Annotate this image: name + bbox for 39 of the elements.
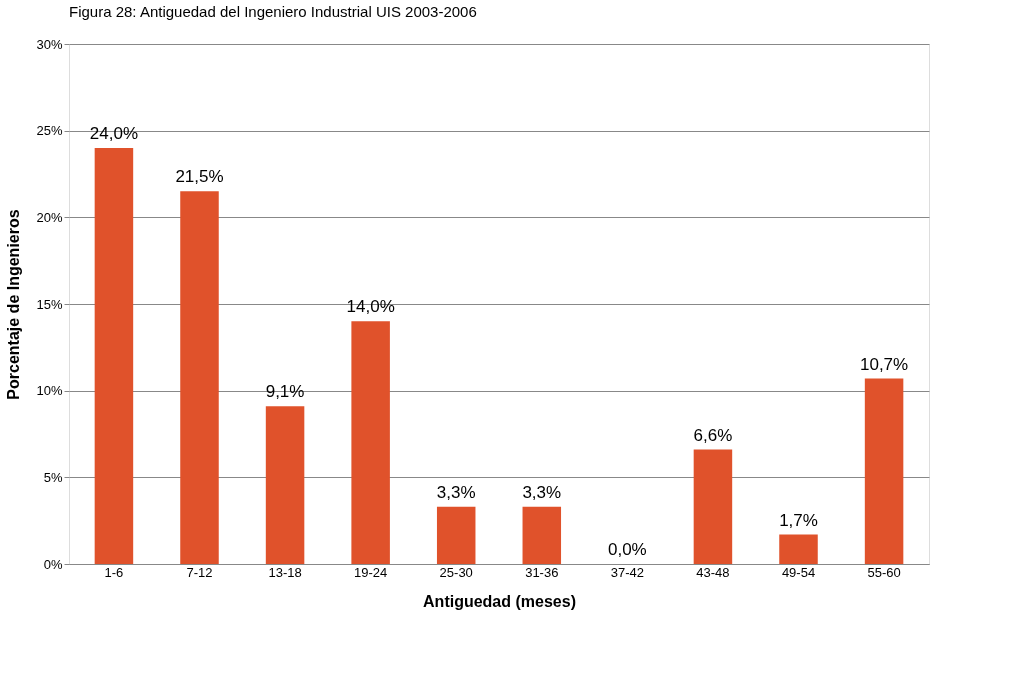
bar <box>436 506 476 564</box>
data-label: 24,0% <box>89 124 139 143</box>
x-tick-label: 7-12 <box>186 564 213 580</box>
bar <box>351 321 390 564</box>
y-tick-label: 15% <box>36 296 63 312</box>
x-tick-label: 43-48 <box>696 564 730 580</box>
bar <box>180 191 219 564</box>
y-tick-label: 0% <box>43 556 63 572</box>
bar <box>693 449 733 564</box>
data-label: 21,5% <box>175 167 224 187</box>
bar <box>522 506 562 564</box>
y-tick-label: 25% <box>36 123 63 139</box>
y-axis-title: Porcentaje de Ingenieros <box>5 209 23 400</box>
y-tick-label: 5% <box>43 469 63 485</box>
x-tick-label: 31-36 <box>525 564 559 580</box>
data-label: 1,7% <box>779 510 818 530</box>
data-label: 3,3% <box>436 482 476 502</box>
bar <box>864 378 904 564</box>
chart-title: Figura 28: Antiguedad del Ingeniero Industrial UIS 2003-2006 <box>69 3 477 20</box>
data-label: 10,7% <box>859 354 909 374</box>
data-label: 6,6% <box>693 425 733 445</box>
bar <box>265 406 305 564</box>
data-label: 0,0% <box>607 540 647 559</box>
x-tick-label: 19-24 <box>354 564 388 580</box>
x-tick-label: 1-6 <box>104 564 124 580</box>
x-axis-title: Antiguedad (meses) <box>423 592 576 610</box>
x-tick-label: 49-54 <box>781 564 816 580</box>
data-label: 9,1% <box>265 382 305 402</box>
x-tick-label: 13-18 <box>268 564 302 580</box>
bar <box>94 148 134 564</box>
data-label: 3,3% <box>522 482 562 502</box>
x-tick-label: 25-30 <box>439 564 473 580</box>
x-tick-label: 55-60 <box>867 564 901 580</box>
y-tick-label: 10% <box>36 383 63 399</box>
y-tick-label: 20% <box>36 209 63 225</box>
x-tick-label: 37-42 <box>610 564 644 580</box>
y-tick-label: 30% <box>36 36 63 52</box>
bar <box>779 534 818 564</box>
data-label: 14,0% <box>346 297 395 317</box>
